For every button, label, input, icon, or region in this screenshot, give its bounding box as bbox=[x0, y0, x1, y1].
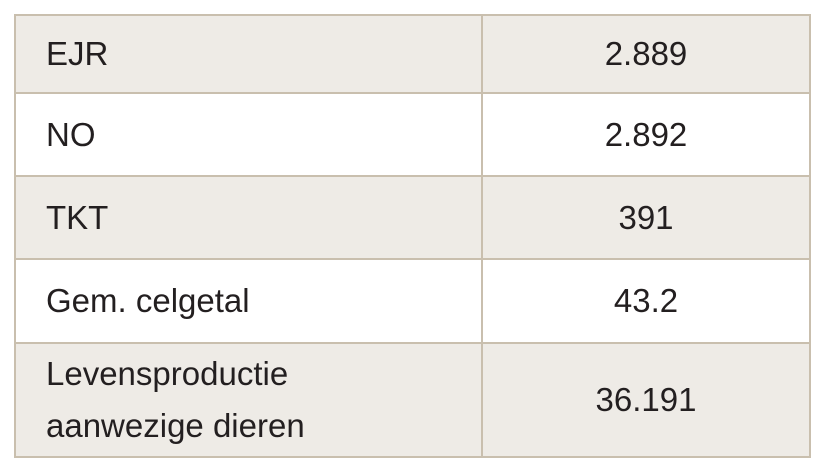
table-row: TKT 391 bbox=[14, 175, 811, 260]
row-value: 2.892 bbox=[481, 92, 811, 177]
row-label-line-2: aanwezige dieren bbox=[46, 407, 305, 444]
row-value: 2.889 bbox=[481, 14, 811, 94]
row-label: NO bbox=[14, 92, 483, 177]
table-row: EJR 2.889 bbox=[14, 14, 811, 94]
row-label: TKT bbox=[14, 175, 483, 260]
table-row: NO 2.892 bbox=[14, 92, 811, 177]
row-value: 43.2 bbox=[481, 258, 811, 344]
row-value: 36.191 bbox=[481, 342, 811, 458]
row-label: EJR bbox=[14, 14, 483, 94]
row-label: Levensproductie aanwezige dieren bbox=[14, 342, 483, 458]
row-label-line-1: Levensproductie bbox=[46, 355, 289, 392]
data-table: EJR 2.889 NO 2.892 TKT 391 Gem. celgetal… bbox=[14, 14, 811, 458]
table-row: Levensproductie aanwezige dieren 36.191 bbox=[14, 342, 811, 458]
row-label: Gem. celgetal bbox=[14, 258, 483, 344]
row-value: 391 bbox=[481, 175, 811, 260]
table-row: Gem. celgetal 43.2 bbox=[14, 258, 811, 344]
